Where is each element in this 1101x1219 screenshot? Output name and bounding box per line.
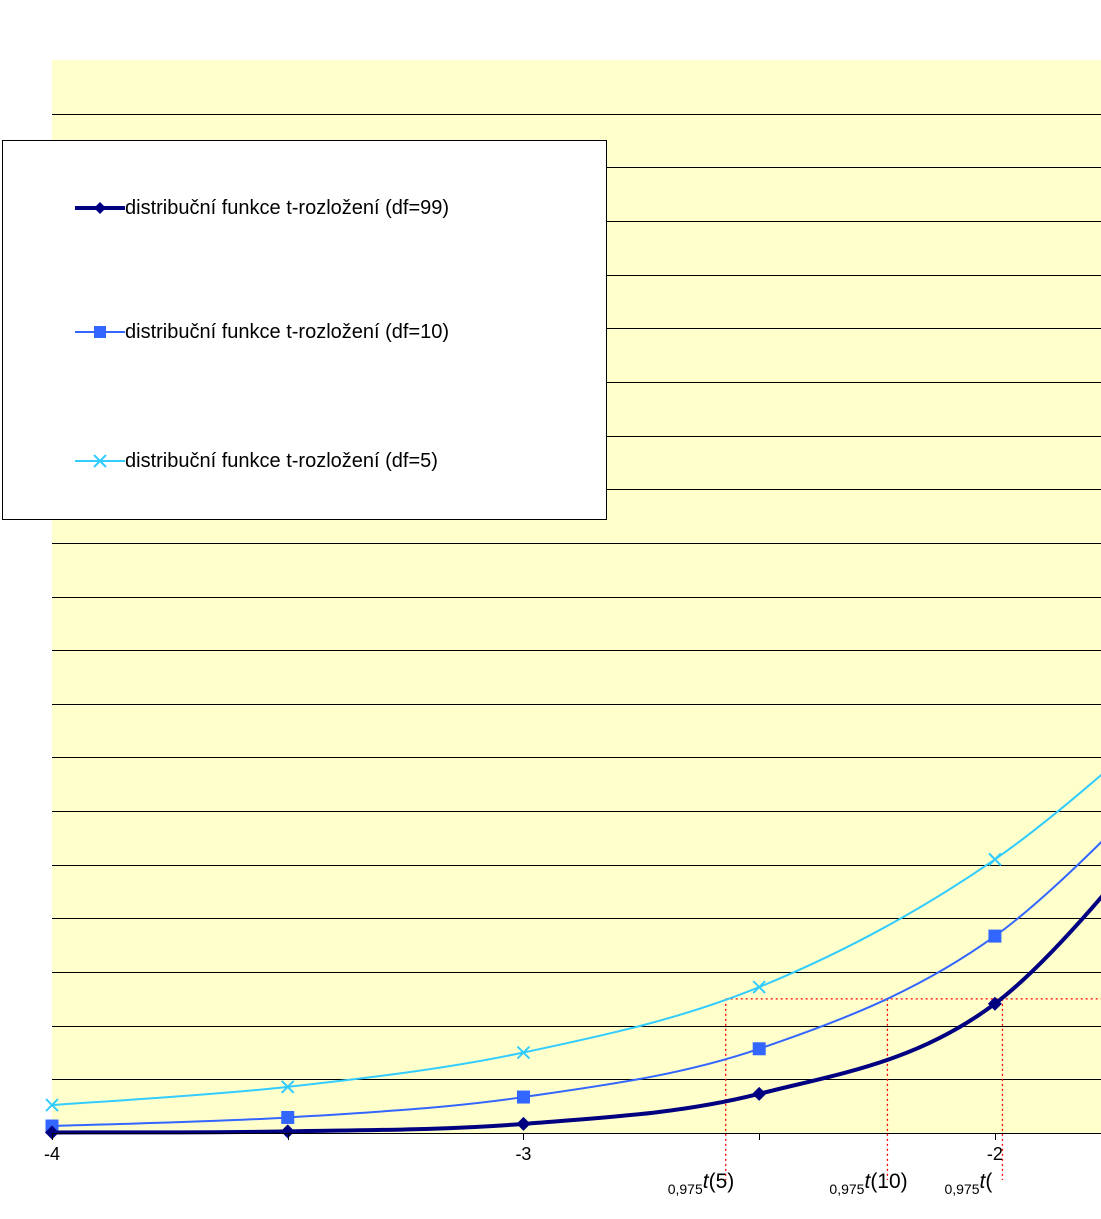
data-point	[988, 930, 1001, 943]
critical-value-prefix: 0,975	[944, 1181, 979, 1197]
legend-swatch-df5	[75, 446, 125, 476]
x-axis: -4 -3 -2	[44, 1133, 1101, 1164]
critical-value-arg: (5)	[709, 1170, 735, 1193]
legend-entry-df99: distribuční funkce t-rozložení (df=99)	[75, 193, 449, 223]
data-point	[517, 1091, 530, 1104]
legend-swatch-df99	[75, 193, 125, 223]
legend-swatch-df10	[75, 317, 125, 347]
legend-label-df5: distribuční funkce t-rozložení (df=5)	[125, 450, 438, 473]
critical-value-prefix: 0,975	[829, 1181, 864, 1197]
x-tick-label: -4	[44, 1144, 60, 1164]
data-point	[753, 1042, 766, 1055]
critical-value-label: 0,975t(	[944, 1170, 992, 1194]
legend-label-df10: distribuční funkce t-rozložení (df=10)	[125, 321, 449, 344]
legend-label-df99: distribuční funkce t-rozložení (df=99)	[125, 197, 449, 220]
critical-value-arg: (	[985, 1170, 992, 1193]
legend: distribuční funkce t-rozložení (df=99) d…	[2, 140, 607, 520]
x-tick-label: -3	[515, 1144, 531, 1164]
x-tick-label: -2	[987, 1144, 1003, 1164]
legend-entry-df10: distribuční funkce t-rozložení (df=10)	[75, 317, 449, 347]
critical-value-prefix: 0,975	[668, 1181, 703, 1197]
data-point	[281, 1111, 294, 1124]
critical-value-label: 0,975t(5)	[668, 1170, 735, 1194]
critical-value-label: 0,975t(10)	[829, 1170, 907, 1194]
legend-entry-df5: distribuční funkce t-rozložení (df=5)	[75, 446, 438, 476]
critical-value-arg: (10)	[870, 1170, 907, 1193]
